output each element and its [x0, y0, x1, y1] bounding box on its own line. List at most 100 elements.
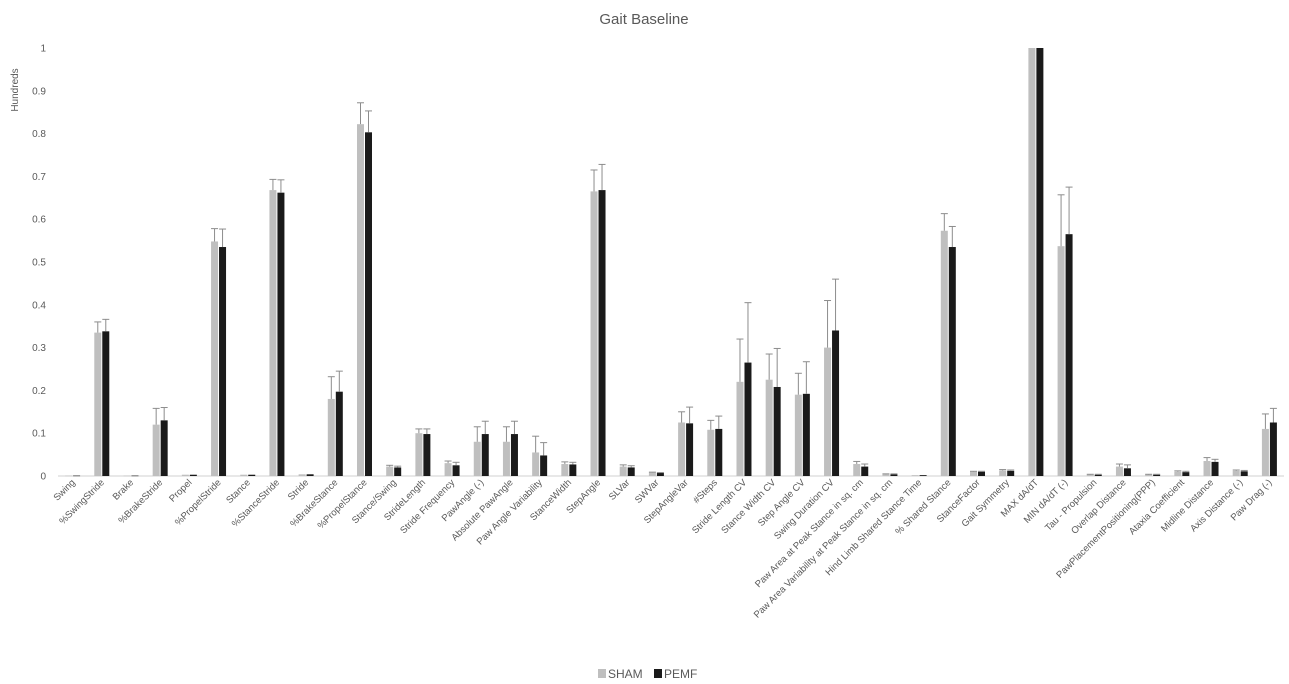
bar-pemf	[832, 330, 840, 476]
y-axis-ticks: 0 0.1 0.2 0.3 0.4 0.5 0.6 0.7 0.8 0.9 1	[32, 44, 46, 483]
bar-pemf	[1211, 461, 1219, 476]
bar-pemf	[277, 192, 285, 476]
bar-sham	[327, 398, 335, 476]
error-bars-group	[94, 102, 1277, 475]
category-label: Swing	[52, 477, 78, 503]
bar-sham	[65, 475, 73, 477]
y-tick-label: 0.8	[32, 129, 46, 140]
bar-sham	[794, 394, 802, 476]
category-label: Tau - Propulsion	[1043, 477, 1099, 533]
bar-sham	[240, 474, 248, 476]
bar-pemf	[365, 132, 372, 477]
bar-pemf	[452, 465, 460, 476]
bar-sham	[269, 190, 277, 476]
bar-sham	[386, 466, 394, 476]
category-label: SWVar	[633, 477, 662, 506]
y-axis-label: Hundreds	[10, 68, 21, 111]
bar-sham	[882, 474, 890, 476]
bar-pemf	[248, 474, 256, 476]
bar-sham	[444, 463, 452, 476]
bar-sham	[853, 464, 861, 476]
bar-sham	[1203, 461, 1211, 476]
bar-sham	[94, 332, 102, 476]
bar-pemf	[569, 464, 577, 476]
bar-pemf	[802, 393, 810, 476]
bar-sham	[1028, 48, 1036, 476]
y-tick-label: 0.6	[32, 215, 46, 226]
bars-group	[65, 48, 1277, 477]
bar-pemf	[1065, 234, 1073, 476]
bar-sham	[911, 475, 919, 476]
bar-sham	[502, 441, 510, 476]
bar-sham	[532, 452, 540, 476]
bar-sham	[765, 379, 773, 476]
bar-sham	[357, 124, 364, 477]
bar-sham	[970, 471, 977, 476]
bar-pemf	[978, 471, 985, 476]
bar-pemf	[73, 475, 81, 477]
bar-sham	[123, 475, 131, 477]
bar-sham	[1086, 474, 1094, 476]
bar-pemf	[131, 475, 139, 477]
y-tick-label: 0	[40, 472, 46, 483]
legend-label-sham: SHAM	[608, 667, 643, 681]
bar-pemf	[423, 434, 431, 476]
category-label: Axis Distance (-)	[1188, 477, 1245, 534]
y-tick-label: 0.4	[32, 300, 46, 311]
legend-swatch-sham	[598, 669, 606, 678]
bar-pemf	[306, 474, 314, 476]
bar-pemf	[1007, 470, 1015, 476]
bar-sham	[707, 429, 715, 476]
bar-pemf	[219, 247, 227, 476]
legend-swatch-pemf	[654, 669, 662, 678]
y-tick-label: 0.7	[32, 172, 46, 183]
bar-pemf	[189, 474, 197, 476]
y-tick-label: 0.3	[32, 343, 46, 354]
bar-pemf	[1123, 468, 1131, 476]
bar-sham	[648, 472, 656, 476]
bar-sham	[590, 191, 598, 476]
bar-sham	[1261, 428, 1269, 476]
bar-pemf	[102, 331, 110, 476]
category-labels: Swing%SwingStride Brake%BrakeStride Propel…	[52, 477, 1275, 621]
bar-sham	[1232, 470, 1240, 476]
bar-sham	[298, 474, 306, 476]
y-tick-label: 0.9	[32, 86, 46, 97]
bar-pemf	[160, 420, 168, 476]
bar-pemf	[773, 386, 781, 476]
bar-pemf	[715, 428, 723, 476]
bar-pemf	[598, 190, 606, 476]
y-tick-label: 0.5	[32, 258, 46, 269]
bar-pemf	[1036, 48, 1044, 476]
bar-pemf	[656, 473, 664, 476]
bar-sham	[1145, 474, 1153, 476]
category-label: Paw Area at Peak Stance in sq. cm	[753, 477, 866, 590]
bar-pemf	[394, 467, 402, 476]
bar-pemf	[744, 362, 752, 476]
category-label: Propel	[167, 477, 194, 504]
bar-sham	[999, 470, 1007, 476]
bar-sham	[940, 230, 948, 476]
category-label: Midline Distance	[1159, 477, 1216, 534]
bar-pemf	[1094, 474, 1102, 476]
bar-pemf	[890, 474, 898, 476]
bar-pemf	[919, 475, 927, 476]
bar-sham	[1057, 246, 1065, 476]
category-label: Paw Area Variability at Peak Stance in s…	[752, 477, 895, 620]
bar-pemf	[948, 247, 956, 476]
bar-sham	[678, 422, 686, 476]
bar-pemf	[540, 455, 548, 476]
bar-pemf	[1240, 471, 1248, 476]
legend: SHAM PEMF	[598, 667, 697, 681]
bar-sham	[1174, 471, 1182, 476]
bar-sham	[824, 347, 832, 476]
legend-label-pemf: PEMF	[664, 667, 697, 681]
category-label: Brake	[111, 477, 136, 502]
bar-sham	[561, 464, 569, 476]
bar-pemf	[1182, 472, 1190, 476]
bar-pemf	[627, 467, 635, 476]
bar-pemf	[1153, 474, 1161, 476]
bar-sham	[1115, 466, 1123, 476]
bar-pemf	[686, 423, 694, 476]
bar-sham	[181, 474, 189, 476]
